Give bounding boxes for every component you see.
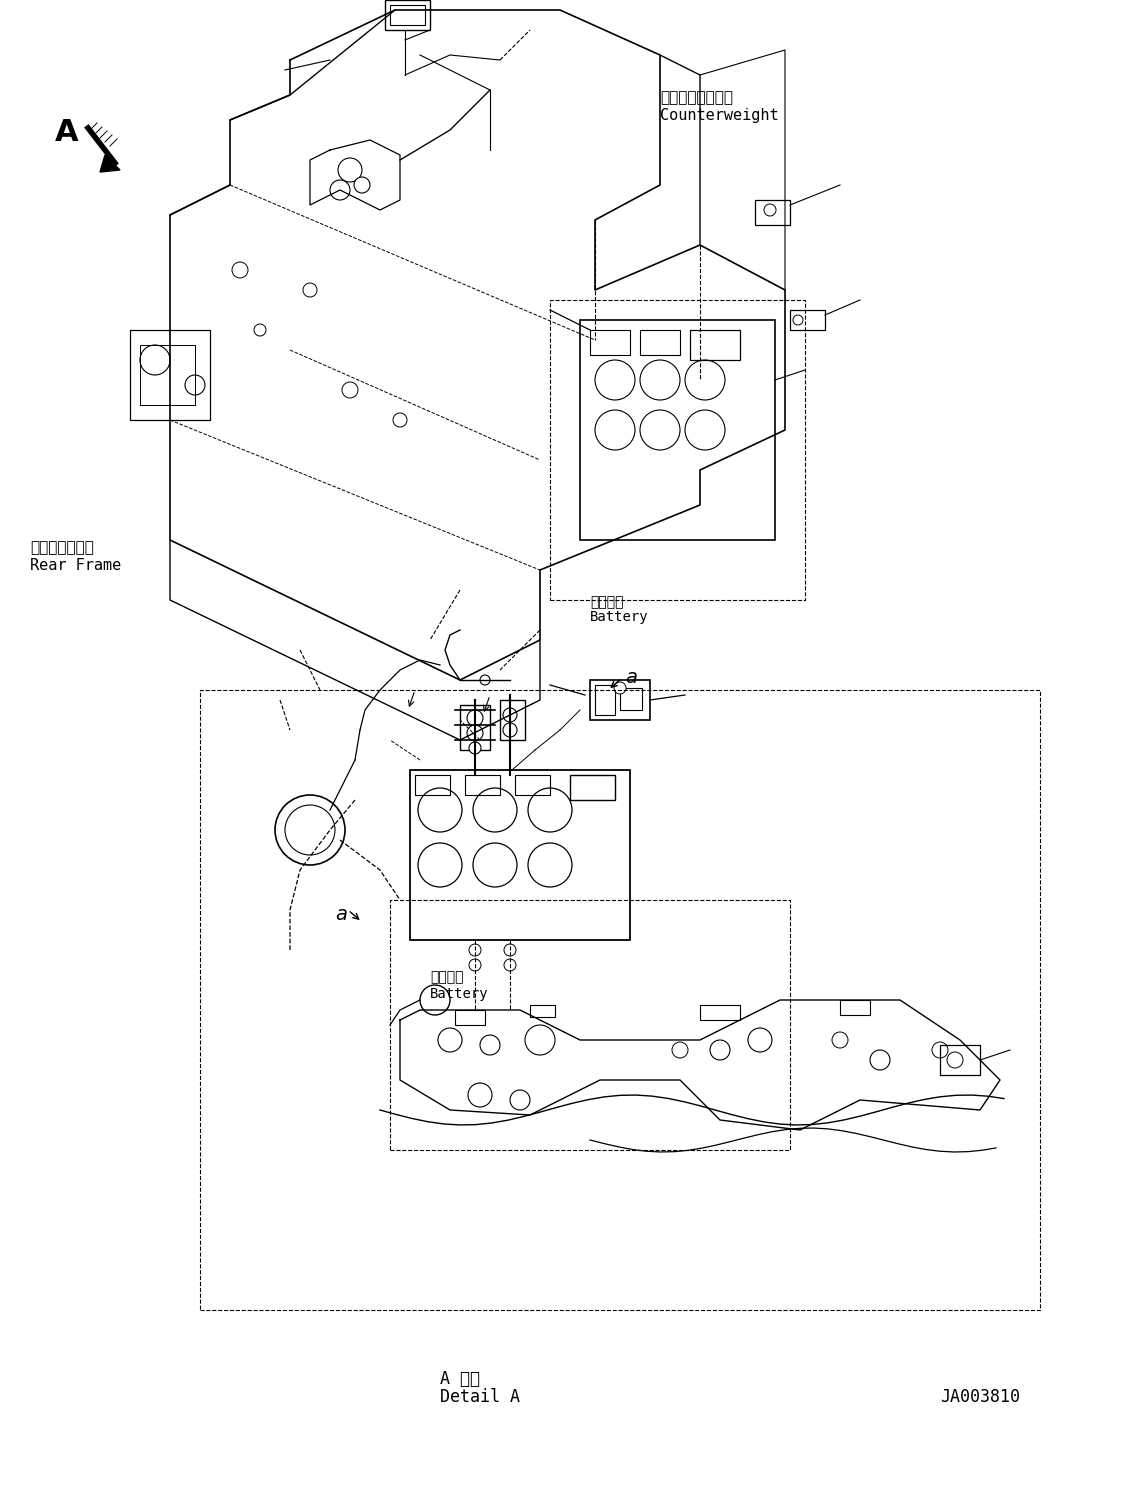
Circle shape [467,1082,491,1106]
Text: リヤーフレーム: リヤーフレーム [30,540,94,555]
Circle shape [528,842,572,887]
Bar [940,1045,980,1075]
Bar [465,775,499,794]
Bar [570,775,615,800]
Circle shape [672,1042,688,1058]
Circle shape [504,944,515,956]
Bar [620,688,642,711]
Bar [200,690,1040,1310]
Circle shape [330,180,350,199]
Text: A 詳細: A 詳細 [440,1370,480,1388]
Bar [530,1004,555,1016]
Text: カウンタウェイト: カウンタウェイト [660,90,733,105]
Circle shape [832,1031,848,1048]
Text: a: a [625,669,637,687]
Bar [139,345,195,405]
Circle shape [338,157,362,181]
Bar [130,330,210,420]
Bar [550,300,805,600]
Circle shape [932,1042,948,1058]
Circle shape [469,742,481,754]
Circle shape [467,726,483,741]
Bar [459,705,490,750]
Bar [415,775,450,794]
Circle shape [285,805,335,854]
Circle shape [596,360,636,400]
Circle shape [480,1034,499,1055]
Circle shape [418,842,462,887]
Text: Counterweight: Counterweight [660,108,778,123]
Text: Detail A: Detail A [440,1388,520,1406]
Text: JA003810: JA003810 [940,1388,1020,1406]
Circle shape [275,794,345,865]
Bar [590,330,630,355]
Circle shape [596,411,636,450]
Bar [385,0,430,30]
Circle shape [528,788,572,832]
Text: バッテリ: バッテリ [430,970,464,983]
Circle shape [948,1052,964,1067]
Bar [640,330,680,355]
Text: Rear Frame: Rear Frame [30,558,121,573]
Text: バッテリ: バッテリ [590,595,623,609]
Text: a: a [335,905,347,923]
Circle shape [503,723,517,738]
Circle shape [418,788,462,832]
Bar [690,330,740,360]
Bar [790,310,825,330]
Circle shape [469,944,481,956]
Circle shape [793,315,804,325]
Bar [390,899,790,1150]
Circle shape [748,1028,772,1052]
Circle shape [254,324,266,336]
Circle shape [185,375,205,396]
Circle shape [685,360,725,400]
Circle shape [473,788,517,832]
Polygon shape [99,154,120,172]
Text: Battery: Battery [590,610,648,624]
Circle shape [354,177,370,193]
Circle shape [473,842,517,887]
Circle shape [503,708,517,723]
Bar [580,319,775,540]
Circle shape [870,1049,890,1070]
Bar [596,685,615,715]
Text: Battery: Battery [430,986,488,1001]
Bar [590,681,650,720]
Circle shape [342,382,358,399]
Bar [455,1010,485,1025]
Circle shape [764,204,776,216]
Bar [390,4,425,25]
Bar [515,775,550,794]
Circle shape [467,711,483,726]
Bar [410,770,630,940]
Bar [756,199,790,225]
Circle shape [614,682,626,694]
Circle shape [469,959,481,971]
Bar [840,1000,870,1015]
Circle shape [419,985,450,1015]
Circle shape [504,959,515,971]
Circle shape [510,1090,530,1109]
Circle shape [525,1025,555,1055]
Circle shape [685,411,725,450]
Circle shape [438,1028,462,1052]
Circle shape [393,414,407,427]
Circle shape [480,675,490,685]
Text: A: A [55,118,79,147]
Circle shape [710,1040,730,1060]
Circle shape [303,283,317,297]
Circle shape [232,262,248,277]
Bar [700,1004,740,1019]
Bar [499,700,525,741]
Circle shape [640,411,680,450]
Circle shape [640,360,680,400]
Circle shape [139,345,170,375]
